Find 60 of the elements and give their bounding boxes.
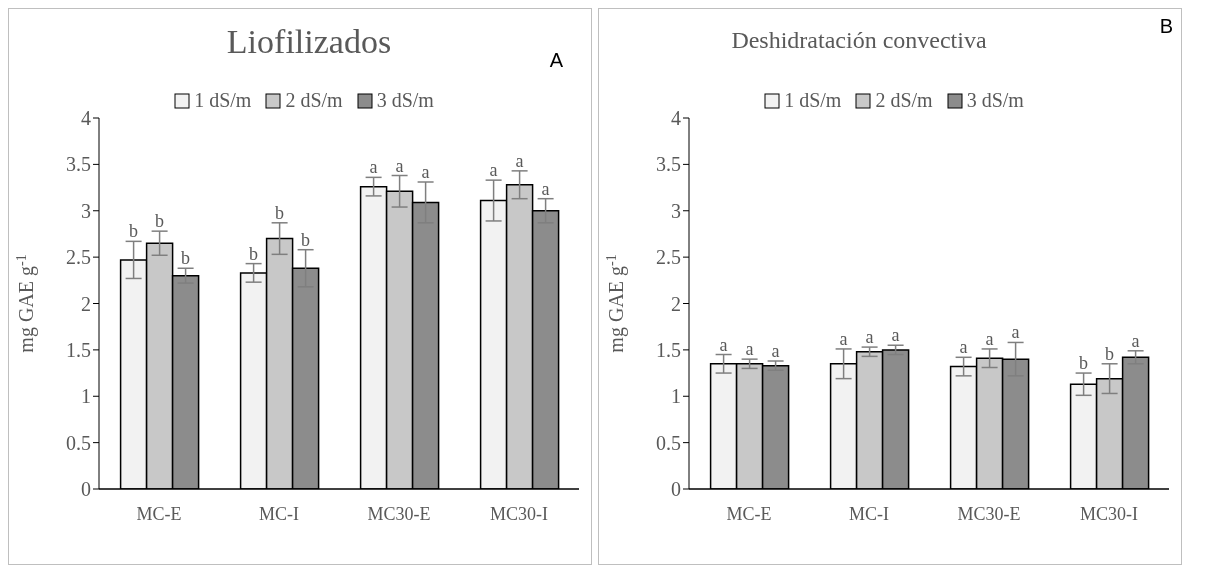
- data-label: a: [745, 339, 754, 360]
- y-tick-label: 2.5: [656, 246, 681, 269]
- legend-label: 3 dS/m: [966, 89, 1024, 112]
- data-label: b: [275, 202, 285, 223]
- y-tick-label: 2: [81, 292, 91, 315]
- data-label: b: [155, 211, 165, 232]
- y-tick-label: 0: [671, 478, 681, 501]
- y-tick-label: 4: [671, 107, 681, 130]
- data-label: a: [1131, 330, 1140, 351]
- data-label: b: [301, 229, 311, 250]
- y-tick-label: 1: [81, 385, 91, 408]
- data-label: a: [489, 160, 498, 181]
- y-tick-label: 1: [671, 385, 681, 408]
- y-tick-label: 3: [81, 199, 91, 222]
- legend-label: 3 dS/m: [376, 89, 434, 112]
- data-label: b: [1105, 343, 1115, 364]
- data-label: a: [369, 157, 378, 178]
- y-tick-label: 4: [81, 107, 91, 130]
- y-tick-label: 1.5: [66, 338, 91, 361]
- data-label: a: [985, 328, 994, 349]
- data-label: a: [839, 328, 848, 349]
- x-tick-label: MC-E: [136, 503, 182, 524]
- data-label: b: [129, 221, 139, 242]
- y-tick-label: 3: [671, 199, 681, 222]
- data-label: a: [421, 162, 430, 182]
- legend-label: 2 dS/m: [875, 89, 933, 112]
- y-tick-label: 0: [81, 478, 91, 501]
- data-label: a: [541, 178, 550, 199]
- x-tick-label: MC30-I: [1080, 503, 1138, 524]
- x-tick-label: MC-I: [849, 503, 889, 524]
- chart-title: Liofilizados: [226, 23, 392, 60]
- data-label: b: [181, 248, 191, 269]
- data-label: a: [959, 337, 968, 358]
- x-tick-label: MC-I: [259, 503, 299, 524]
- x-tick-label: MC30-I: [490, 503, 548, 524]
- legend-label: 1 dS/m: [194, 89, 252, 112]
- y-tick-label: 2.5: [66, 246, 91, 269]
- data-label: a: [395, 155, 404, 176]
- data-label: a: [1011, 322, 1020, 343]
- y-tick-label: 0.5: [66, 431, 91, 454]
- legend-label: 2 dS/m: [285, 89, 343, 112]
- data-label: b: [1079, 353, 1089, 374]
- y-tick-label: 3.5: [656, 153, 681, 176]
- x-tick-label: MC-E: [726, 503, 772, 524]
- x-tick-label: MC30-E: [957, 503, 1021, 524]
- y-tick-label: 0.5: [656, 431, 681, 454]
- data-label: a: [515, 150, 524, 171]
- text: A: [549, 49, 563, 72]
- y-tick-label: 1.5: [656, 338, 681, 361]
- x-tick-label: MC30-E: [367, 503, 431, 524]
- data-label: a: [891, 325, 900, 346]
- legend-label: 1 dS/m: [784, 89, 842, 112]
- chart-title: Deshidratación convectiva: [730, 27, 988, 54]
- data-label: a: [771, 341, 780, 362]
- data-label: a: [865, 327, 874, 348]
- text: B: [1159, 15, 1173, 38]
- y-tick-label: 3.5: [66, 153, 91, 176]
- data-label: b: [249, 243, 259, 264]
- data-label: a: [719, 334, 728, 355]
- y-tick-label: 2: [671, 292, 681, 315]
